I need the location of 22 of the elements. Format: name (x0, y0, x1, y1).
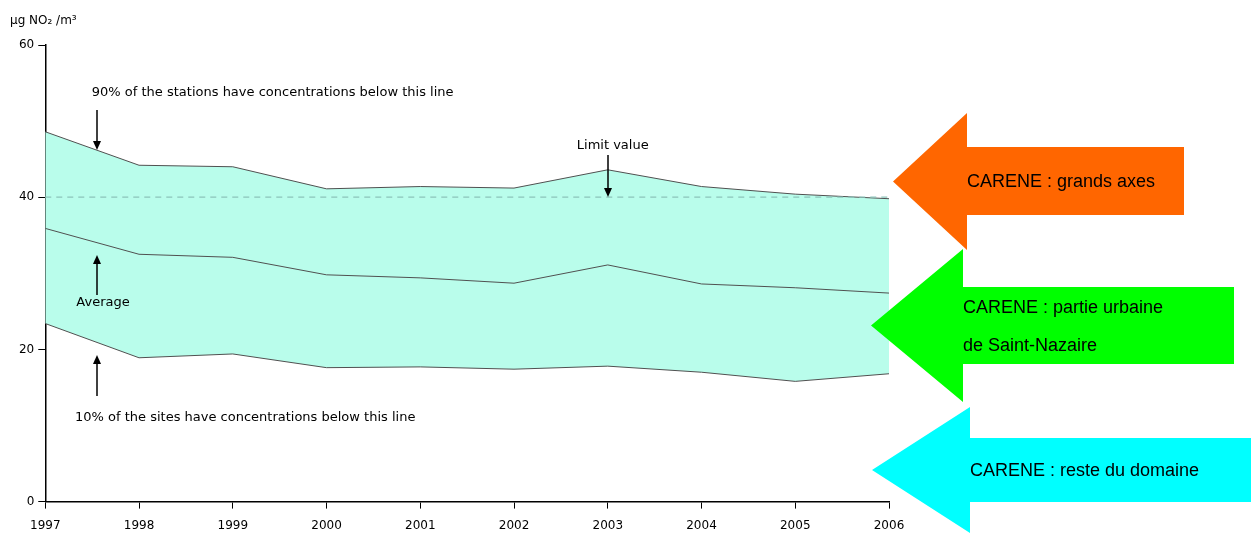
y-tick-label: 40 (18, 189, 35, 204)
x-tick-label: 2002 (498, 517, 530, 532)
x-tick-label: 2005 (779, 517, 811, 532)
text: CARENE : partie urbaine de Saint-Nazaire (963, 295, 1165, 357)
y-axis-title: µg NO₂ /m³ (10, 13, 77, 27)
x-tick-label: 1999 (217, 517, 249, 532)
annotation: Average (76, 294, 130, 310)
x-tick-label: 2001 (404, 517, 436, 532)
x-tick-label: 1998 (123, 517, 155, 532)
y-tick-label: 60 (18, 37, 35, 52)
x-tick-label: 2003 (592, 517, 624, 532)
y-tick-label: 20 (18, 341, 35, 356)
text: CARENE : reste du domaine (970, 459, 1201, 482)
x-tick-label: 2004 (686, 517, 717, 532)
x-tick-label: 2006 (873, 517, 905, 532)
x-tick-label: 2000 (311, 517, 342, 532)
annotation: Limit value (576, 136, 649, 152)
text: CARENE : grands axes (967, 170, 1157, 193)
y-tick-label: 0 (26, 493, 35, 508)
annotation: 10% of the sites have concentrations below this line (75, 409, 416, 425)
x-tick-label: 1997 (30, 517, 61, 532)
annotation: 90% of the stations have concentrations below this line (91, 84, 454, 100)
